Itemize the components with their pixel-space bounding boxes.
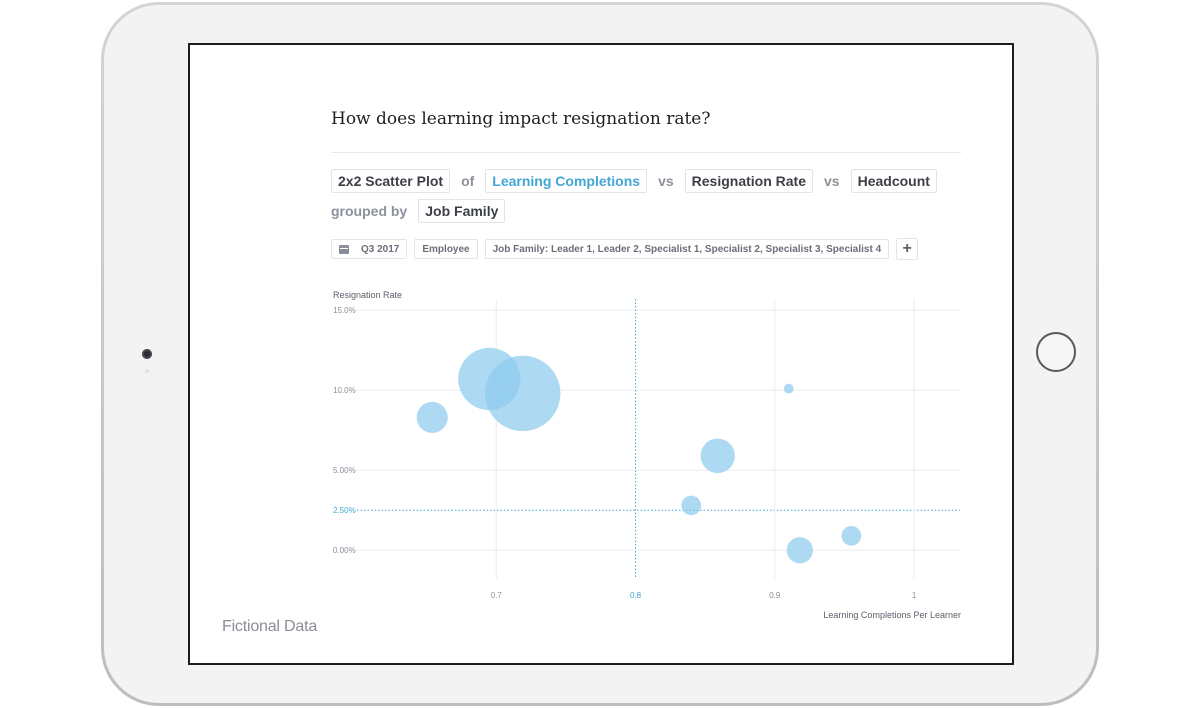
title-divider <box>331 152 961 153</box>
x-tick-label: 0.9 <box>769 591 781 600</box>
y-tick-label: 0.00% <box>333 546 356 555</box>
y-measure-chip[interactable]: Resignation Rate <box>684 169 814 193</box>
scatter-point <box>416 401 448 433</box>
vs-label: vs <box>658 173 674 189</box>
y-tick-label: 5.00% <box>333 466 356 475</box>
scatter-point <box>841 525 862 546</box>
page-title: How does learning impact resignation rat… <box>331 109 711 129</box>
plus-icon: + <box>902 240 912 257</box>
scatter-point <box>485 355 561 432</box>
scatter-point <box>786 537 813 564</box>
add-filter-button[interactable]: + <box>896 238 919 260</box>
job-family-filter[interactable]: Job Family: Leader 1, Leader 2, Speciali… <box>484 239 890 259</box>
period-filter[interactable]: Q3 2017 <box>331 239 408 259</box>
group-chip[interactable]: Job Family <box>418 199 506 223</box>
job-family-filter-label: Job Family: Leader 1, Leader 2, Speciali… <box>492 243 882 255</box>
vs-label: vs <box>824 173 840 189</box>
grouped-by-label: grouped by <box>331 203 408 219</box>
population-filter[interactable]: Employee <box>414 239 478 259</box>
x-tick-label: 0.7 <box>491 591 503 600</box>
scatter-point <box>783 383 794 394</box>
x-axis-title: Learning Completions Per Learner <box>823 610 961 620</box>
period-filter-label: Q3 2017 <box>361 243 400 255</box>
x-tick-label: 0.8 <box>630 591 642 600</box>
home-button[interactable] <box>1036 332 1076 372</box>
screen: How does learning impact resignation rat… <box>188 43 1014 665</box>
chart-type-chip[interactable]: 2x2 Scatter Plot <box>331 169 451 193</box>
scatter-point <box>681 495 702 516</box>
y-tick-label: 2.50% <box>333 506 356 515</box>
calendar-icon <box>339 244 349 254</box>
query-builder-row-1: 2x2 Scatter Plot of Learning Completions… <box>331 169 937 193</box>
watermark: Fictional Data <box>222 618 318 635</box>
filter-bar: Q3 2017 Employee Job Family: Leader 1, L… <box>331 238 919 260</box>
population-filter-label: Employee <box>422 243 470 255</box>
y-tick-label: 15.0% <box>333 306 356 315</box>
scatter-point <box>700 438 735 474</box>
camera-icon <box>142 349 152 359</box>
x-measure-chip[interactable]: Learning Completions <box>485 169 648 193</box>
of-label: of <box>461 173 475 189</box>
query-builder-row-2: grouped by Job Family <box>331 199 506 223</box>
y-tick-label: 10.0% <box>333 386 356 395</box>
sensor-dot <box>145 369 149 373</box>
y-axis-title: Resignation Rate <box>333 290 402 300</box>
scatter-chart: 15.0% 10.0% 5.00% 2.50% 0.00% 0.7 0.8 0.9 1 Resig… <box>333 290 961 620</box>
x-tick-label: 1 <box>912 591 917 600</box>
size-measure-chip[interactable]: Headcount <box>850 169 937 193</box>
